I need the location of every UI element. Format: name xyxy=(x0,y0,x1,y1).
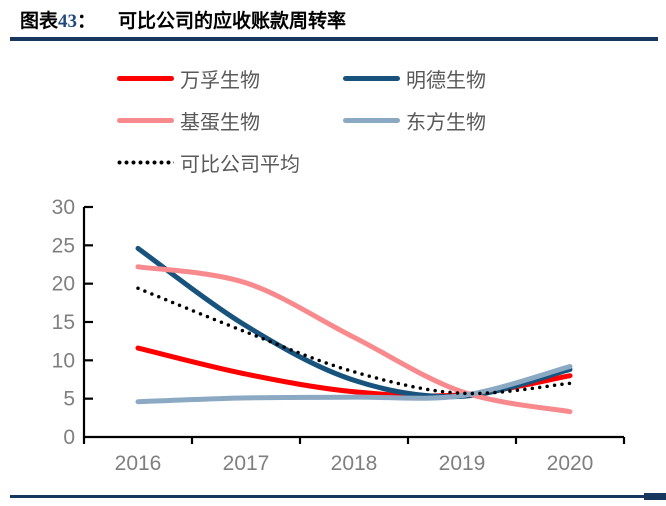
legend-item-4[interactable]: 可比公司平均 xyxy=(117,150,343,176)
title-divider-rule xyxy=(10,37,658,41)
x-tick-label: 2016 xyxy=(115,452,162,475)
page-title: 图表43： 可比公司的应收账款周转率 xyxy=(20,6,346,33)
legend-swatch-dotted-line-icon xyxy=(117,160,174,165)
legend-swatch-line-icon xyxy=(343,118,400,123)
y-tick-label: 25 xyxy=(52,234,75,257)
y-tick-label: 15 xyxy=(52,311,75,334)
legend-label: 万孚生物 xyxy=(180,70,260,92)
y-tick-label: 20 xyxy=(52,273,75,296)
series-line-3 xyxy=(135,364,573,405)
series-line-1 xyxy=(135,245,573,400)
legend-item-3[interactable]: 东方生物 xyxy=(343,108,486,134)
axis-lines xyxy=(82,207,624,439)
figure-prefix: 图表 xyxy=(20,11,59,32)
x-tick-label: 2019 xyxy=(439,452,486,475)
series-line-4 xyxy=(136,286,572,396)
legend-swatch-line-icon xyxy=(117,118,174,123)
legend-label: 基蛋生物 xyxy=(180,112,260,134)
x-tick-label: 2020 xyxy=(547,452,594,475)
legend-label: 东方生物 xyxy=(406,112,486,134)
series-line-2 xyxy=(135,264,573,415)
x-tick-label: 2017 xyxy=(223,452,270,475)
figure-colon: ： xyxy=(77,11,97,32)
footer-rule xyxy=(10,495,666,498)
legend-swatch-line-icon xyxy=(117,76,174,81)
legend-label: 明德生物 xyxy=(406,70,486,92)
y-tick-label: 0 xyxy=(63,426,75,449)
y-tick-label: 10 xyxy=(52,349,75,372)
legend-item-0[interactable]: 万孚生物 xyxy=(117,66,343,92)
legend-item-1[interactable]: 明德生物 xyxy=(343,66,486,92)
y-tick-label: 30 xyxy=(52,196,75,219)
figure-number: 43 xyxy=(58,11,78,32)
legend-swatch-line-icon xyxy=(343,76,400,81)
figure-title: 可比公司的应收账款周转率 xyxy=(118,11,347,32)
footer-rule-accent xyxy=(644,493,666,500)
legend-item-2[interactable]: 基蛋生物 xyxy=(117,108,343,134)
x-tick-label: 2018 xyxy=(331,452,378,475)
y-tick-label: 5 xyxy=(63,388,75,411)
legend-label: 可比公司平均 xyxy=(180,154,300,176)
chart-legend: 万孚生物 明德生物基蛋生物 东方生物可比公司平均 xyxy=(117,66,486,176)
